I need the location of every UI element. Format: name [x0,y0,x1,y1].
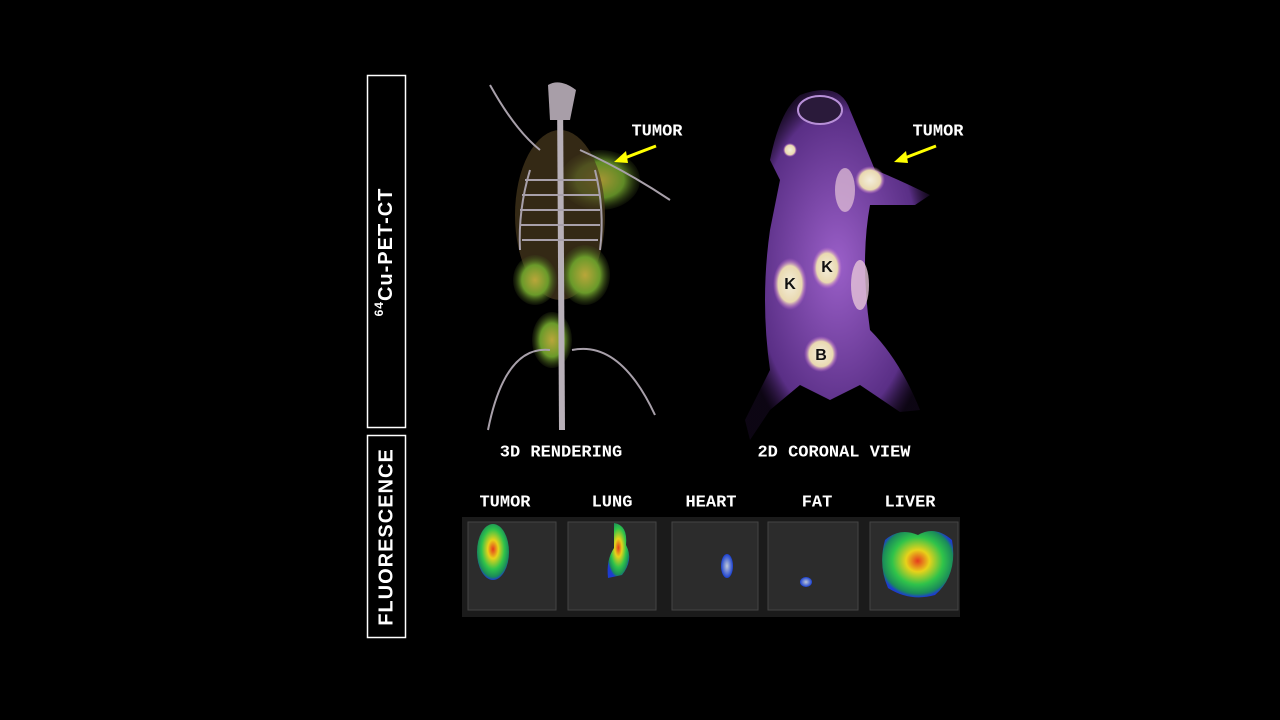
fluorescence-image [462,517,960,617]
side-label: FLUORESCENCE [375,448,397,626]
arrow-head [894,151,908,163]
label-box [366,74,407,429]
superscript: 64 [372,301,386,316]
organ-mark: K [784,276,796,293]
side-label-text: Cu-PET-CT [375,188,397,301]
coronal-image [745,90,930,440]
organ-mark: B [815,347,827,364]
organ-mark: K [821,259,833,276]
annotation: TUMOR [912,122,964,141]
organ-label: HEART [685,493,736,512]
caption: 3D RENDERING [500,443,622,462]
organ-label: FAT [802,493,833,512]
arrow [621,144,657,161]
arrow-head [614,151,628,163]
organ-label: LUNG [592,493,633,512]
annotation: TUMOR [631,122,683,141]
side-label: 64Cu-PET-CT [372,188,397,317]
arrow [901,144,937,161]
organ-label: TUMOR [479,493,531,512]
organ-label: LIVER [884,493,936,512]
label-box [366,434,407,639]
render-3d-image [487,82,671,431]
caption: 2D CORONAL VIEW [757,443,911,462]
